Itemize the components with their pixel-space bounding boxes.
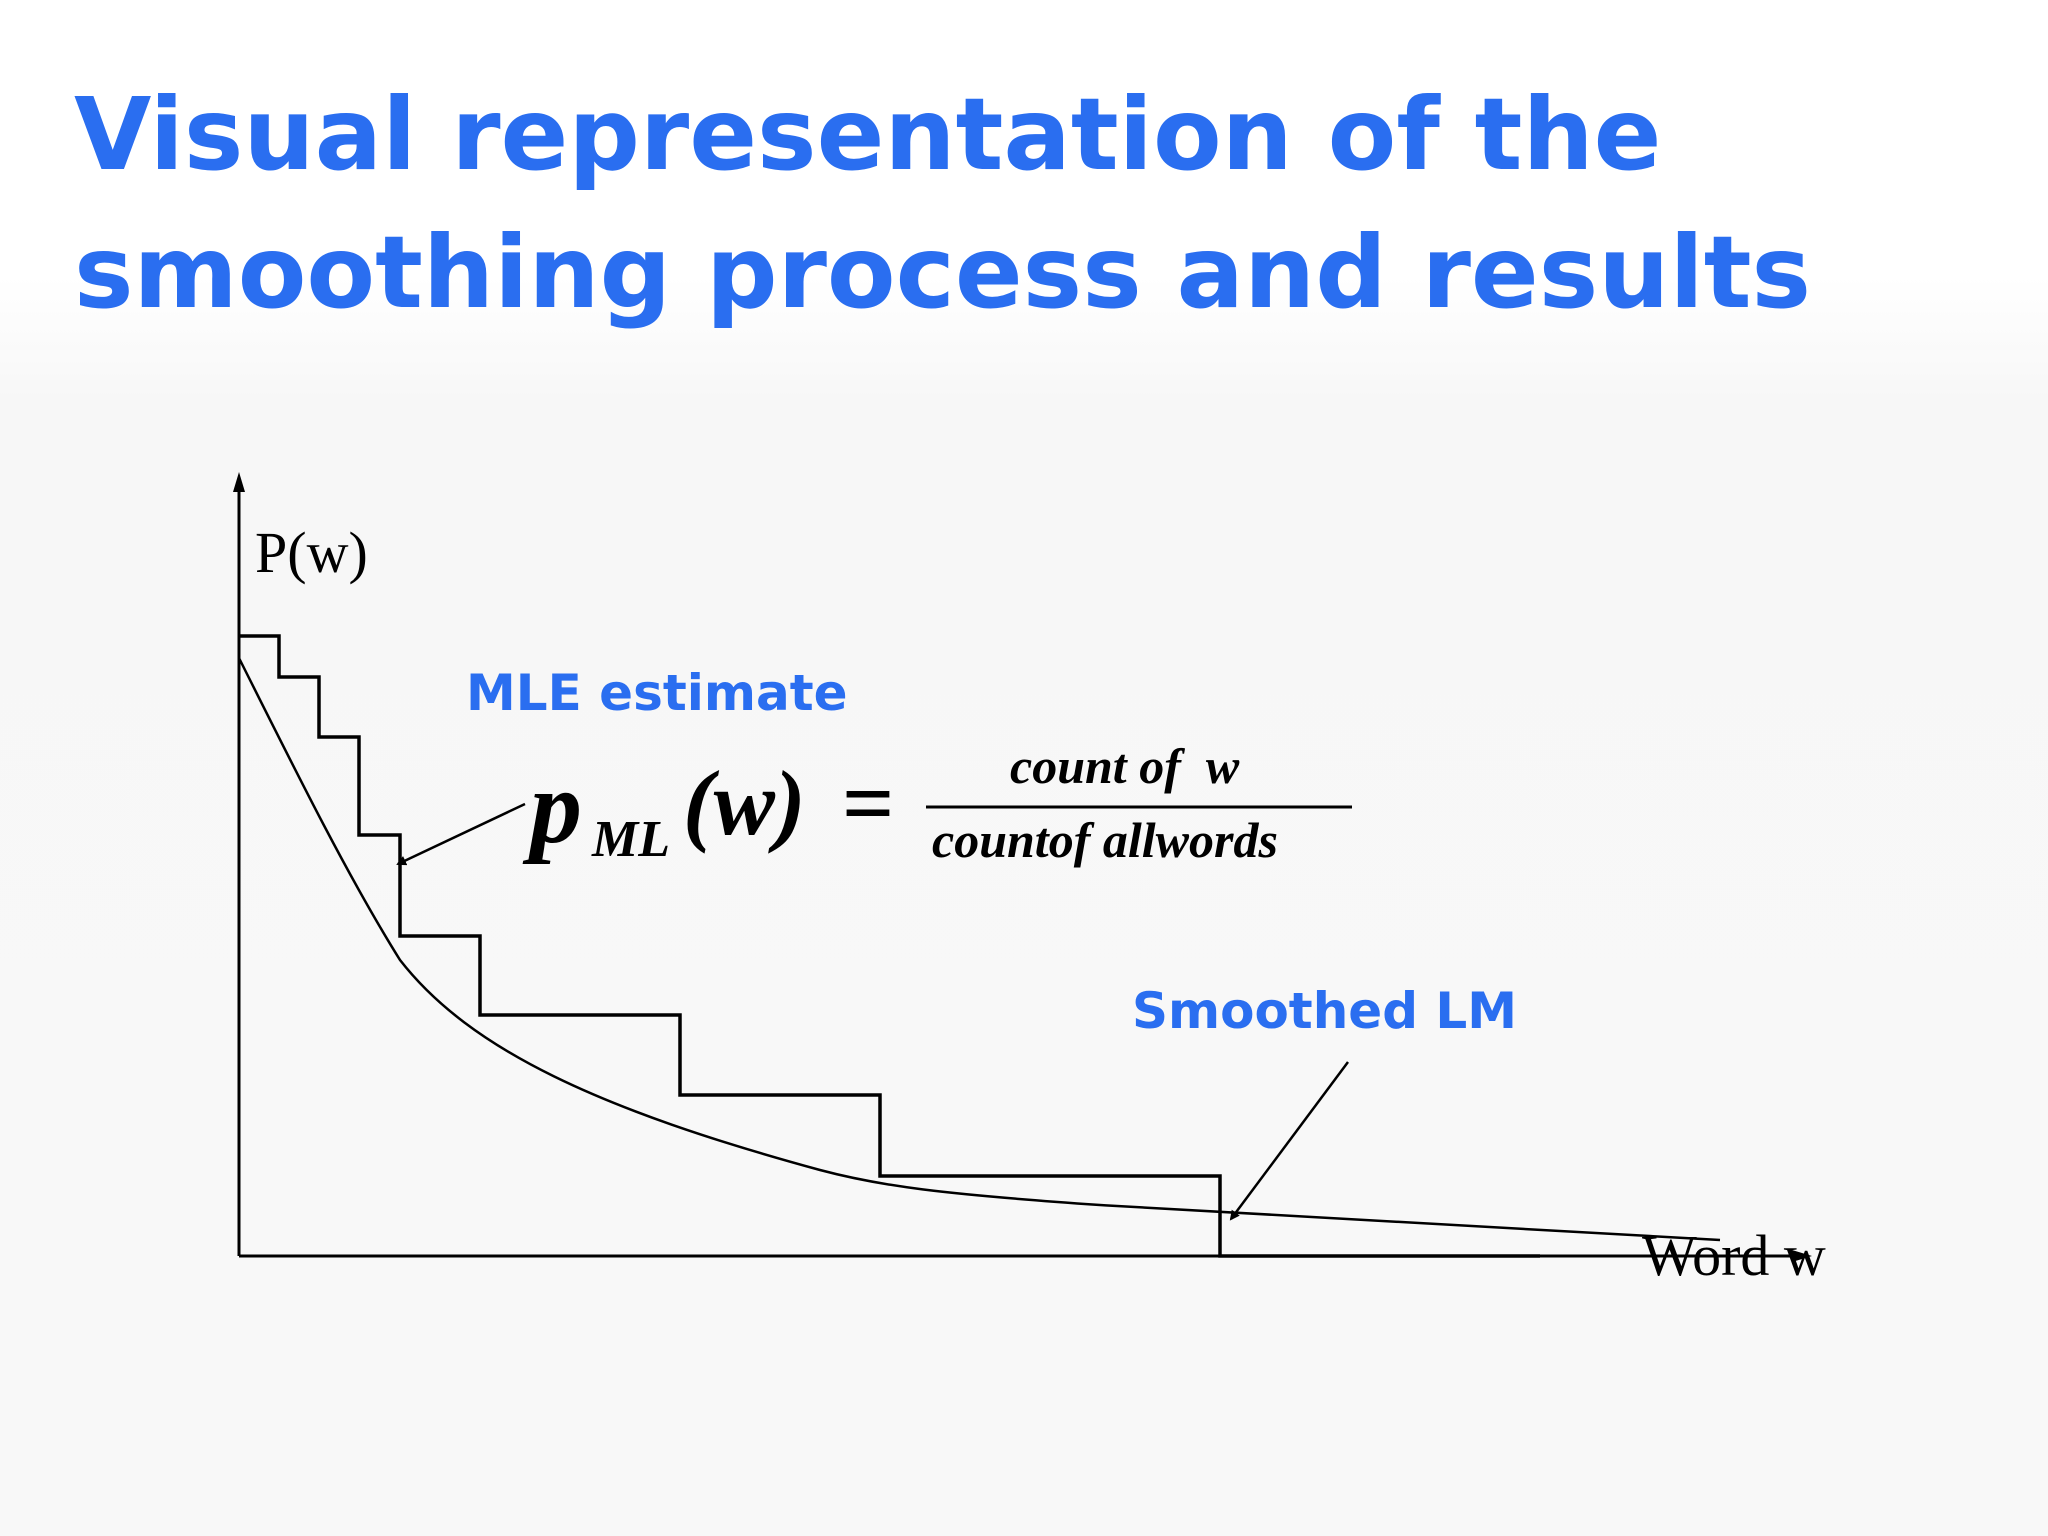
formula-symbol-p: p xyxy=(522,750,582,865)
formula-numerator: count of w xyxy=(1010,738,1240,794)
formula-argument: (w) xyxy=(683,752,806,854)
slide-title-line-2: smoothing process and results xyxy=(74,214,1812,331)
mle-step-line xyxy=(239,634,1540,1258)
x-axis-label: Word w xyxy=(1642,1223,1826,1288)
mle-pointer-arrow xyxy=(396,802,526,866)
y-axis-arrow-icon xyxy=(233,472,245,492)
formula-denominator: countof allwords xyxy=(932,812,1278,868)
smoothed-curve xyxy=(237,657,1721,1242)
slide-title-line-1: Visual representation of the xyxy=(74,76,1662,193)
formula-subscript-ml: ML xyxy=(591,811,670,868)
y-axis-label: P(w) xyxy=(255,520,368,585)
smoothed-pointer-arrow xyxy=(1229,1061,1350,1221)
slide-title: Visual representation of the smoothing p… xyxy=(74,66,1974,342)
smoothed-lm-label: Smoothed LM xyxy=(1132,982,1517,1040)
x-axis-arrow-icon xyxy=(1792,1250,1812,1262)
formula-equals: = xyxy=(842,752,894,854)
mle-estimate-label: MLE estimate xyxy=(466,664,848,722)
mle-formula: p ML (w) = count of w countof allwords xyxy=(522,738,1352,868)
